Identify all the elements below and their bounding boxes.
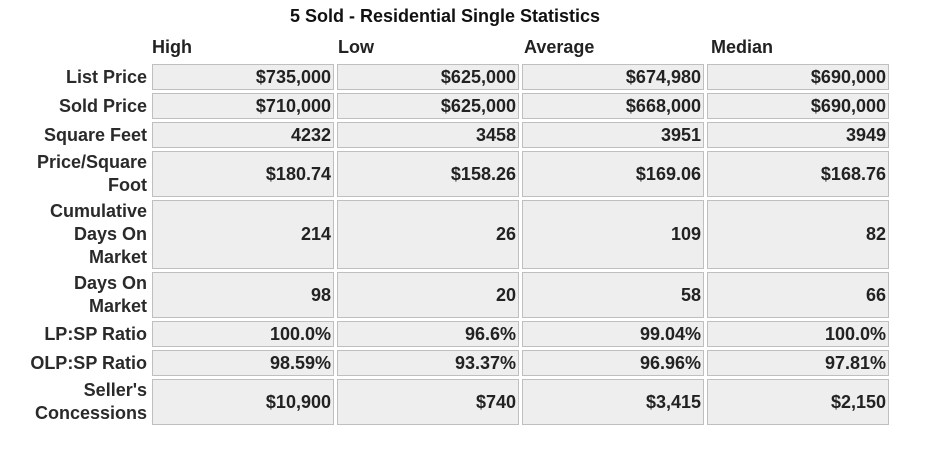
table-row: Cumulative Days On Market 214 26 109 82 [13,200,889,269]
row-label: Square Feet [43,124,147,145]
table-cell: $690,000 [707,64,889,90]
table-cell: 4232 [152,122,334,148]
table-row: LP:SP Ratio 100.0% 96.6% 99.04% 100.0% [13,321,889,347]
table-cell: $3,415 [522,379,704,425]
table-cell: $169.06 [522,151,704,197]
table-cell: 66 [707,272,889,318]
row-label: LP:SP Ratio [44,323,147,344]
table-row: Price/Square Foot $180.74 $158.26 $169.0… [13,151,889,197]
table-cell: 214 [152,200,334,269]
table-cell: $674,980 [522,64,704,90]
table-cell: $168.76 [707,151,889,197]
column-headers: High Low Average Median [150,37,893,59]
table-cell: $740 [337,379,519,425]
table-cell: 26 [337,200,519,269]
table-cell: 98 [152,272,334,318]
table-cell: 98.59% [152,350,334,376]
table-row: OLP:SP Ratio 98.59% 93.37% 96.96% 97.81% [13,350,889,376]
column-header-low: Low [338,37,374,57]
table-cell: $735,000 [152,64,334,90]
row-label: Days On Market [73,273,147,316]
page-title: 5 Sold - Residential Single Statistics [289,6,601,26]
column-header-average: Average [524,37,595,57]
table-cell: 97.81% [707,350,889,376]
table-cell: $668,000 [522,93,704,119]
table-cell: $625,000 [337,93,519,119]
table-row: List Price $735,000 $625,000 $674,980 $6… [13,64,889,90]
table-cell: 99.04% [522,321,704,347]
table-cell: 100.0% [707,321,889,347]
table-cell: $2,150 [707,379,889,425]
table-cell: $625,000 [337,64,519,90]
table-row: Days On Market 98 20 58 66 [13,272,889,318]
table-cell: $180.74 [152,151,334,197]
table-cell: 100.0% [152,321,334,347]
row-label: Sold Price [58,95,147,116]
row-label: List Price [65,66,147,87]
row-label: Cumulative Days On Market [49,201,147,267]
table-cell: 20 [337,272,519,318]
table-cell: 58 [522,272,704,318]
table-row: Seller's Concessions $10,900 $740 $3,415… [13,379,889,425]
table-cell: 3949 [707,122,889,148]
column-header-high: High [152,37,192,57]
table-cell: 3458 [337,122,519,148]
column-header-median: Median [711,37,774,57]
table-cell: $710,000 [152,93,334,119]
row-label: Seller's Concessions [34,380,147,423]
table-cell: 96.6% [337,321,519,347]
table-cell: 109 [522,200,704,269]
statistics-table: List Price $735,000 $625,000 $674,980 $6… [10,61,892,428]
table-cell: $690,000 [707,93,889,119]
row-label: OLP:SP Ratio [30,352,147,373]
table-row: Square Feet 4232 3458 3951 3949 [13,122,889,148]
row-label: Price/Square Foot [36,152,147,195]
table-row: Sold Price $710,000 $625,000 $668,000 $6… [13,93,889,119]
table-cell: $158.26 [337,151,519,197]
table-cell: 3951 [522,122,704,148]
table-cell: 96.96% [522,350,704,376]
table-cell: $10,900 [152,379,334,425]
table-cell: 82 [707,200,889,269]
table-cell: 93.37% [337,350,519,376]
